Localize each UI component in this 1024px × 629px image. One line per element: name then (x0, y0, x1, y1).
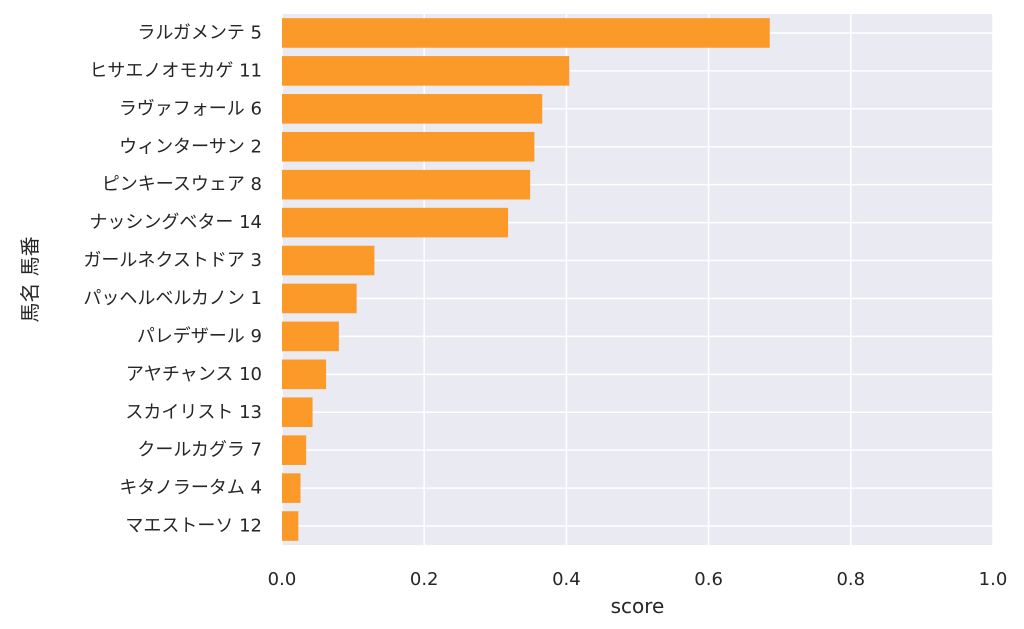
bar (282, 473, 301, 503)
y-axis-title: 馬名 馬番 (18, 236, 42, 322)
x-axis-title: score (611, 594, 665, 618)
y-tick-label: ピンキースウェア 8 (102, 174, 262, 195)
bar (282, 511, 299, 541)
x-tick-label: 0.4 (552, 569, 581, 590)
bar (282, 435, 307, 465)
y-tick-labels: ラルガメンテ 5 ヒサエノオモカゲ 11 ラヴァフォール 6 ウィンターサン 2 ピンキ… (83, 22, 262, 536)
y-tick-label: ガールネクストドア 3 (83, 250, 262, 271)
x-tick-label: 0.0 (268, 569, 297, 590)
bar (282, 94, 543, 124)
bar (282, 207, 509, 238)
x-tick-label: 0.6 (694, 569, 723, 590)
y-tick-label: パッヘルベルカノン 1 (83, 288, 262, 309)
x-tick-label: 0.2 (410, 569, 439, 590)
y-tick-label: パレデザール 9 (137, 326, 262, 347)
y-tick-label: ウィンターサン 2 (119, 136, 262, 157)
y-tick-label: クールカグラ 7 (137, 440, 262, 461)
bar (282, 283, 357, 314)
x-tick-labels: 0.0 0.2 0.4 0.6 0.8 1.0 (268, 569, 1008, 590)
bars (282, 18, 770, 541)
y-tick-label: ラルガメンテ 5 (137, 22, 262, 43)
y-tick-label: マエストーソ 12 (125, 516, 262, 537)
bar (282, 169, 531, 200)
x-tick-label: 0.8 (836, 569, 865, 590)
bar (282, 245, 375, 276)
plot-background (282, 14, 993, 545)
bar (282, 397, 313, 428)
y-tick-label: ナッシングベター 14 (89, 212, 262, 233)
y-tick-label: キタノラータム 4 (119, 478, 262, 499)
bar (282, 18, 770, 48)
x-tick-label: 1.0 (979, 569, 1008, 590)
y-tick-label: アヤチャンス 10 (126, 364, 262, 385)
bar (282, 131, 535, 162)
bar (282, 56, 570, 86)
bar (282, 359, 327, 390)
y-tick-label: ラヴァフォール 6 (119, 98, 262, 119)
bar (282, 321, 339, 352)
y-tick-label: ヒサエノオモカゲ 11 (89, 60, 262, 81)
y-tick-label: スカイリスト 13 (125, 402, 262, 423)
